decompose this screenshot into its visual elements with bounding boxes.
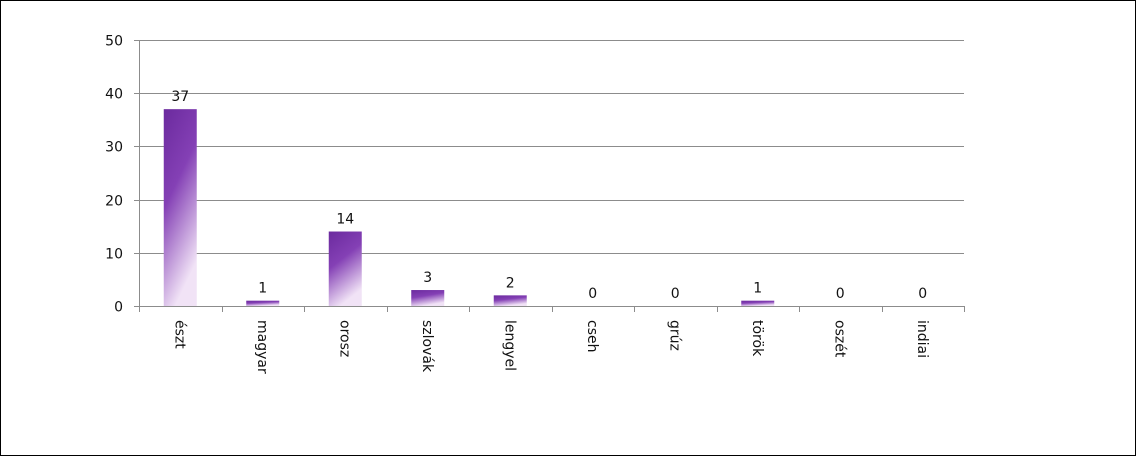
bar-2 [328, 231, 362, 306]
axes [134, 40, 965, 312]
x-tick-label: lengyel [501, 320, 517, 371]
data-label: 37 [171, 89, 189, 105]
x-tick-label: török [749, 320, 765, 357]
y-tick-label: 20 [105, 194, 123, 210]
y-tick-label: 30 [105, 140, 123, 156]
y-tick-label: 50 [105, 34, 123, 50]
x-tick-label: grúz [666, 320, 682, 351]
data-label: 1 [753, 281, 762, 297]
y-tick-label: 40 [105, 87, 123, 103]
bar-4 [493, 295, 527, 306]
data-label: 0 [836, 286, 845, 302]
x-tick-label: magyar [254, 320, 270, 374]
bar-3 [411, 290, 445, 306]
labels: 0102030405037észt1magyar14orosz3szlovák2… [105, 34, 930, 374]
bars [163, 109, 775, 306]
data-label: 14 [336, 212, 354, 228]
bar-1 [246, 300, 280, 306]
data-label: 0 [671, 286, 680, 302]
grid-lines [139, 40, 964, 254]
data-label: 3 [423, 270, 432, 286]
data-label: 1 [258, 281, 267, 297]
x-tick-label: oszét [831, 320, 847, 358]
x-tick-label: cseh [584, 320, 600, 352]
bar-7 [741, 300, 775, 306]
data-label: 0 [918, 286, 927, 302]
data-label: 2 [506, 275, 515, 291]
x-tick-label: szlovák [419, 320, 435, 373]
bar-0 [163, 109, 197, 306]
x-tick-label: orosz [336, 320, 352, 357]
y-tick-label: 0 [114, 300, 123, 316]
y-tick-label: 10 [105, 247, 123, 263]
data-label: 0 [588, 286, 597, 302]
x-tick-label: észt [171, 320, 187, 349]
x-tick-label: indiai [914, 320, 930, 358]
